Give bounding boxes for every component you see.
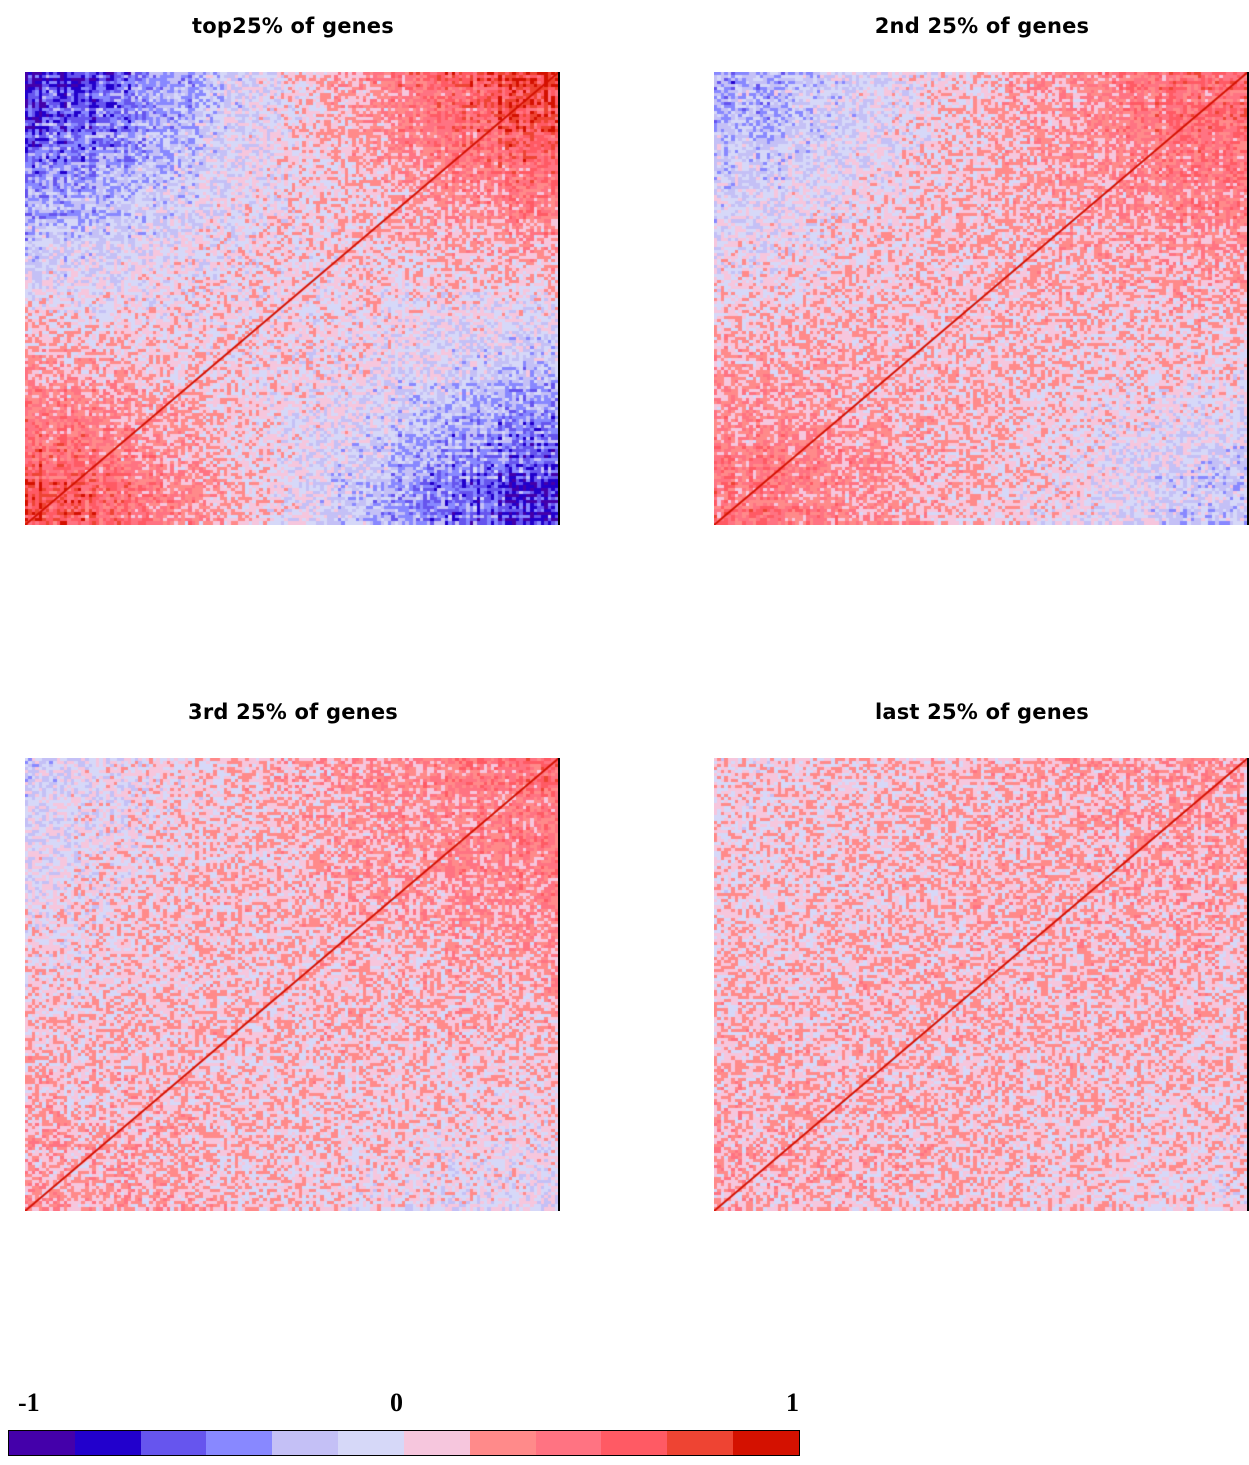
legend-swatch-1 bbox=[74, 1431, 141, 1455]
legend-swatch-7 bbox=[469, 1431, 536, 1455]
heatmap-title: 3rd 25% of genes bbox=[188, 700, 398, 724]
legend-swatch-10 bbox=[667, 1431, 734, 1455]
legend-swatch-0 bbox=[9, 1431, 75, 1455]
heatmap-right-border bbox=[558, 758, 560, 1211]
correlation-heatmap bbox=[714, 72, 1248, 525]
heatmap-right-border bbox=[1247, 758, 1249, 1211]
legend-swatch-4 bbox=[272, 1431, 339, 1455]
legend-tick-mid: 0 bbox=[390, 1388, 403, 1417]
legend-swatch-3 bbox=[206, 1431, 273, 1455]
legend-swatch-5 bbox=[338, 1431, 404, 1455]
color-scale-legend: -1 0 1 bbox=[8, 1390, 802, 1460]
legend-swatch-2 bbox=[140, 1431, 207, 1455]
legend-swatch-11 bbox=[733, 1431, 799, 1455]
heatmap-title: top25% of genes bbox=[192, 14, 394, 38]
heatmap-title: last 25% of genes bbox=[874, 700, 1090, 724]
correlation-heatmap bbox=[25, 72, 559, 525]
legend-swatch-9 bbox=[601, 1431, 668, 1455]
legend-swatch-8 bbox=[535, 1431, 602, 1455]
legend-color-bar bbox=[8, 1430, 800, 1456]
legend-tick-max: 1 bbox=[786, 1388, 799, 1417]
heatmap-right-border bbox=[1247, 72, 1249, 525]
correlation-heatmap bbox=[714, 758, 1248, 1211]
heatmap-title: 2nd 25% of genes bbox=[874, 14, 1090, 38]
legend-tick-min: -1 bbox=[18, 1388, 40, 1417]
legend-swatch-6 bbox=[403, 1431, 470, 1455]
heatmap-right-border bbox=[558, 72, 560, 525]
correlation-heatmap bbox=[25, 758, 559, 1211]
